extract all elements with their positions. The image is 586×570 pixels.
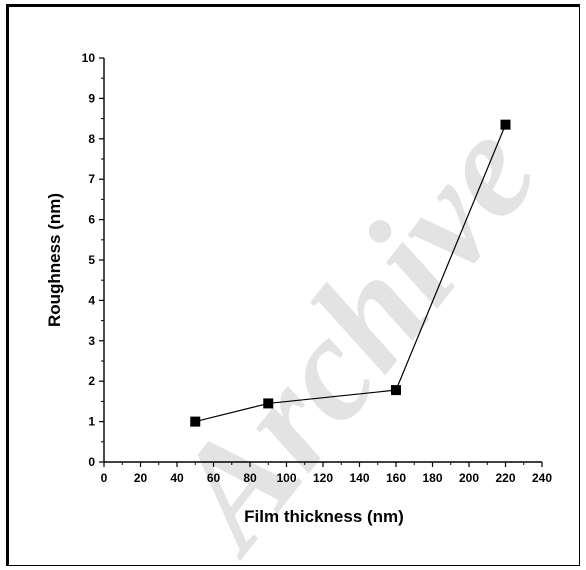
x-tick-label: 240 <box>532 471 552 485</box>
x-tick-label: 0 <box>101 471 108 485</box>
x-tick-label: 180 <box>422 471 442 485</box>
y-tick-label: 5 <box>88 253 95 267</box>
y-tick-label: 7 <box>88 172 95 186</box>
x-tick-label: 160 <box>386 471 406 485</box>
x-axis-title: Film thickness (nm) <box>244 507 404 526</box>
axes: 0 20 40 60 80 100 120 140 160 180 200 220 240 0 1 2 3 4 5 6… <box>82 51 553 485</box>
y-axis-title: Roughness (nm) <box>45 193 64 327</box>
series-line <box>195 124 507 423</box>
x-tick-label: 220 <box>495 471 515 485</box>
figure-frame <box>6 4 580 566</box>
x-tick-label: 120 <box>313 471 333 485</box>
data-point-marker <box>190 416 201 427</box>
y-tick-label: 0 <box>88 455 95 469</box>
data-point-marker <box>500 119 511 130</box>
y-tick-label: 1 <box>88 415 95 429</box>
watermark-text: Archive <box>135 92 568 570</box>
x-tick-label: 20 <box>134 471 148 485</box>
x-tick-label: 40 <box>170 471 184 485</box>
x-tick-label: 60 <box>207 471 221 485</box>
x-tick-label: 200 <box>459 471 479 485</box>
y-tick-label: 10 <box>82 51 96 65</box>
data-point-marker <box>263 398 274 409</box>
y-tick-label: 2 <box>88 374 95 388</box>
x-tick-label: 100 <box>276 471 296 485</box>
y-tick-label: 9 <box>88 91 95 105</box>
x-tick-label: 140 <box>349 471 369 485</box>
y-tick-label: 3 <box>88 334 95 348</box>
y-tick-label: 6 <box>88 213 95 227</box>
y-tick-label: 8 <box>88 132 95 146</box>
y-tick-label: 4 <box>88 293 95 307</box>
series-layer <box>190 119 511 427</box>
x-tick-label: 80 <box>243 471 257 485</box>
data-point-marker <box>391 385 401 396</box>
